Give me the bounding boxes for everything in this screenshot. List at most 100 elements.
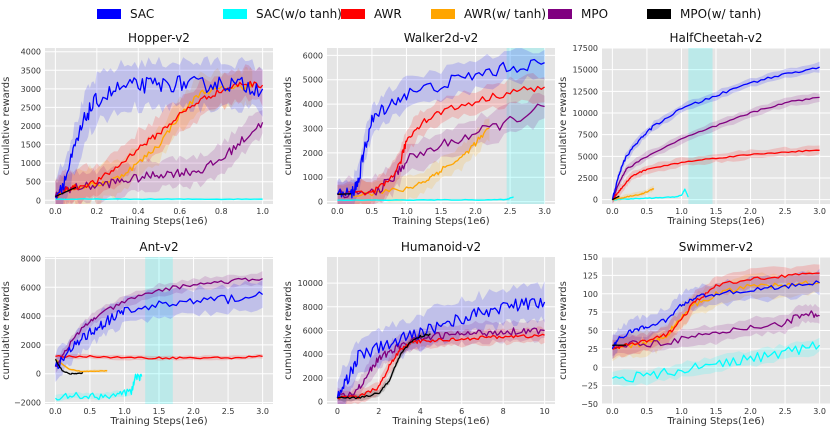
x-tick-label: 2.5 xyxy=(779,407,792,416)
shaded-region xyxy=(145,257,173,404)
chart-title: Hopper-v2 xyxy=(128,31,190,45)
y-tick-label: 6000 xyxy=(21,283,41,292)
y-tick-label: 0 xyxy=(36,370,41,379)
series-line-mpo-w-tanh xyxy=(337,193,352,195)
y-tick-label: 4000 xyxy=(21,312,41,321)
x-tick-label: 3.0 xyxy=(813,207,826,216)
legend-label: SAC xyxy=(130,7,154,21)
y-tick-label: 10000 xyxy=(298,279,323,288)
y-tick-label: 100 xyxy=(583,290,598,299)
legend-swatch xyxy=(223,9,247,19)
series-line-awr xyxy=(337,85,545,196)
chart-title: Ant-v2 xyxy=(139,240,178,254)
y-tick-label: 4000 xyxy=(303,100,323,109)
legend-label: SAC(w/o tanh) xyxy=(256,7,342,21)
x-tick-label: 0.2 xyxy=(90,207,103,216)
x-axis-label: Training Steps(1e6) xyxy=(666,416,764,427)
legend-item-awr-w-tanh: AWR(w/ tanh) xyxy=(431,7,546,21)
x-tick-label: 0.0 xyxy=(331,207,344,216)
y-tick-label: 2500 xyxy=(578,174,598,183)
band-sac xyxy=(612,268,820,360)
x-tick-label: 10 xyxy=(540,407,550,416)
x-tick-label: 1.5 xyxy=(435,207,448,216)
chart-title: HalfCheetah-v2 xyxy=(669,31,762,45)
band-sac-w-o-tanh xyxy=(612,337,820,387)
shaded-region xyxy=(506,48,545,204)
legend-swatch xyxy=(647,9,671,19)
series-line-sac xyxy=(54,291,263,370)
y-tick-label: 2000 xyxy=(21,341,41,350)
x-axis-label: Training Steps(1e6) xyxy=(109,416,207,427)
x-tick-label: 1.0 xyxy=(400,207,413,216)
band-sac xyxy=(337,48,545,204)
series-line-sac-w-o-tanh xyxy=(612,188,689,201)
x-tick-label: 6 xyxy=(459,407,464,416)
series-line-mpo-w-tanh xyxy=(54,358,84,375)
x-tick-label: 0.0 xyxy=(49,407,62,416)
x-tick-label: 1.0 xyxy=(256,207,269,216)
legend-swatch xyxy=(431,9,455,19)
x-tick-label: 2.5 xyxy=(504,207,517,216)
y-tick-label: 125 xyxy=(583,271,598,280)
band-awr xyxy=(337,326,545,404)
y-axis-label: cumulative rewards xyxy=(1,281,12,380)
y-tick-label: 0 xyxy=(593,363,598,372)
series-line-awr xyxy=(55,354,263,360)
y-tick-label: 25 xyxy=(588,345,598,354)
chart-humanoid-v2: 0 2 4 6 8 10 0 2000 4000 6000 8000 10000 Humanoid-v2… xyxy=(283,240,555,427)
legend-label: AWR(w/ tanh) xyxy=(464,7,546,21)
series-line-mpo xyxy=(611,96,820,200)
band-awr-w-tanh xyxy=(55,66,253,204)
band-sac xyxy=(337,281,545,404)
x-tick-label: 0.0 xyxy=(49,207,62,216)
x-tick-label: 2.5 xyxy=(222,407,235,416)
x-tick-label: 0.0 xyxy=(606,207,619,216)
x-tick-label: 1.0 xyxy=(675,207,688,216)
y-tick-label: 75 xyxy=(588,308,598,317)
band-sac xyxy=(55,280,263,382)
legend-label: AWR xyxy=(374,7,402,21)
series-line-awr-w-tanh xyxy=(612,187,655,201)
legend-swatch xyxy=(341,9,365,19)
x-tick-label: 0.5 xyxy=(366,207,379,216)
x-tick-label: 1.0 xyxy=(675,407,688,416)
band-mpo xyxy=(55,271,263,374)
y-tick-label: 2000 xyxy=(303,374,323,383)
y-tick-label: 150 xyxy=(583,253,598,262)
y-tick-label: −2000 xyxy=(14,399,41,408)
x-tick-label: 0.4 xyxy=(132,207,145,216)
y-tick-label: 6000 xyxy=(303,51,323,60)
x-tick-label: 0.5 xyxy=(641,407,654,416)
y-tick-label: 1000 xyxy=(303,173,323,182)
y-tick-label: 12500 xyxy=(573,87,598,96)
y-tick-label: 10000 xyxy=(573,109,598,118)
band-mpo-w-tanh xyxy=(337,330,431,403)
legend-swatch xyxy=(97,9,121,19)
shaded-region xyxy=(688,48,713,204)
chart-walker2d-v2: 0.0 0.5 1.0 1.5 2.0 2.5 3.0 0 1000 2000 3000 4000 50… xyxy=(283,31,555,227)
y-tick-label: 3000 xyxy=(303,124,323,133)
series-line-sac-w-o-tanh xyxy=(54,373,143,401)
legend: SAC SAC(w/o tanh) AWR AWR(w/ tanh) MPO MPO(w/… xyxy=(97,7,761,21)
band-mpo xyxy=(612,92,820,204)
y-tick-label: 6000 xyxy=(303,327,323,336)
x-tick-label: 4 xyxy=(418,407,423,416)
x-tick-label: 0.5 xyxy=(84,407,97,416)
y-tick-label: 8000 xyxy=(303,303,323,312)
x-tick-label: 0 xyxy=(335,407,340,416)
series-line-sac xyxy=(611,280,820,350)
series-line-mpo xyxy=(336,327,545,399)
series-line-awr xyxy=(337,333,545,400)
x-tick-label: 2.0 xyxy=(744,207,757,216)
legend-item-awr: AWR xyxy=(341,7,402,21)
series-line-sac-w-o-tanh xyxy=(55,198,263,201)
x-tick-label: 2.0 xyxy=(187,407,200,416)
series-line-sac xyxy=(336,58,545,199)
x-tick-label: 2.5 xyxy=(779,207,792,216)
series-line-sac xyxy=(54,75,264,199)
band-awr-w-tanh xyxy=(337,118,490,204)
x-axis-label: Training Steps(1e6) xyxy=(391,216,489,227)
chart-swimmer-v2: 0.0 0.5 1.0 1.5 2.0 2.5 3.0 −50 −25 0 25 50 75 100 125… xyxy=(558,240,830,427)
legend-item-mpo: MPO xyxy=(548,7,608,21)
